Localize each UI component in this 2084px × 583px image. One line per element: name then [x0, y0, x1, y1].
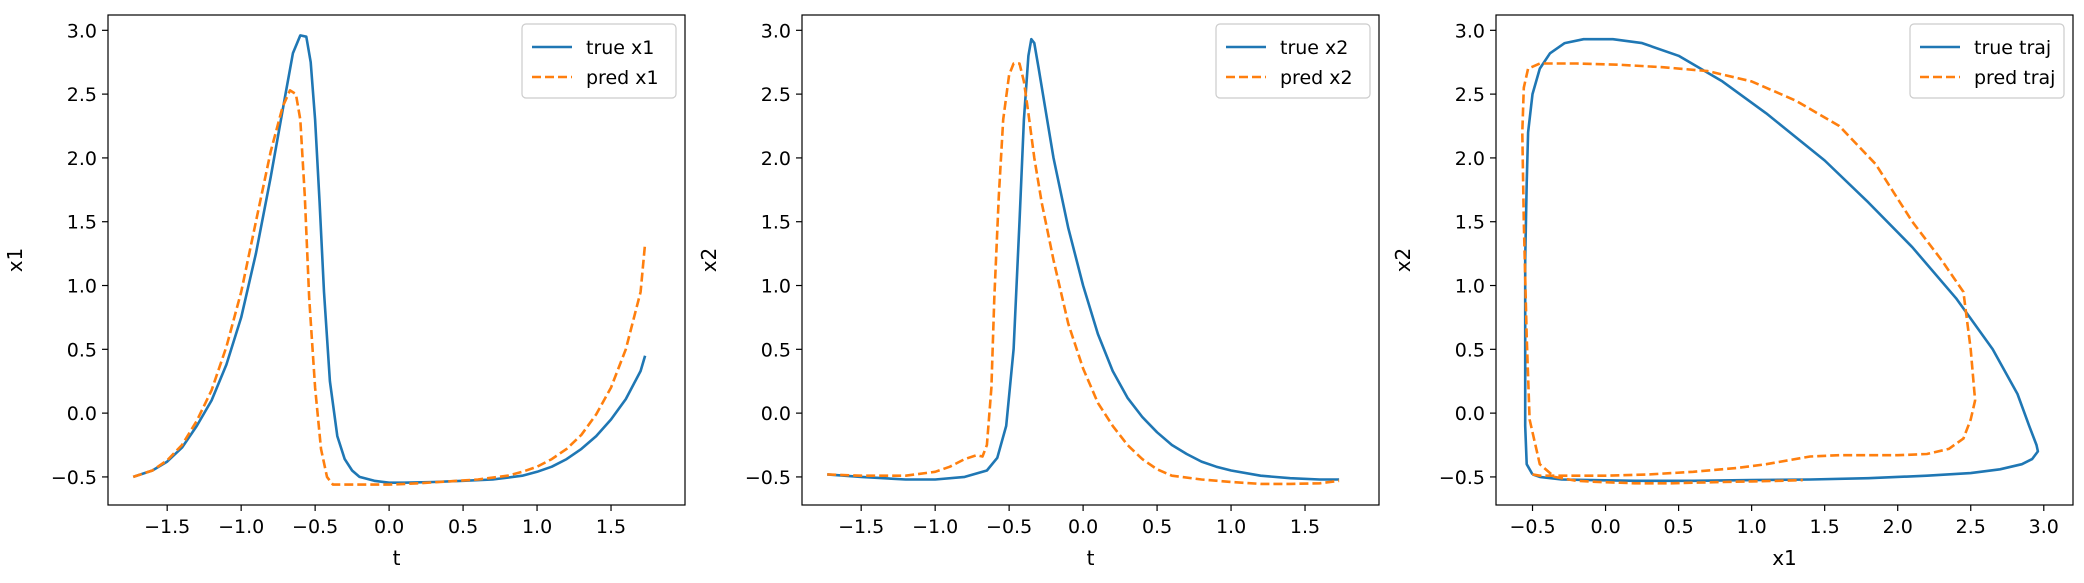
x-tick-label: 0.0	[374, 516, 404, 538]
x-tick-label: 0.5	[1663, 516, 1693, 538]
y-tick-label: 3.0	[1455, 20, 1485, 42]
legend-label: true x1	[586, 37, 654, 59]
y-tick-label: 0.0	[1455, 403, 1485, 425]
series-line-true-x1	[132, 34, 647, 485]
y-tick-label: 1.0	[1455, 276, 1485, 298]
y-tick-label: 3.0	[67, 20, 97, 42]
x-axis-label: t	[1087, 546, 1095, 570]
axes-frame	[801, 14, 1380, 506]
x-tick-label: −1.5	[144, 516, 190, 538]
y-tick-label: −0.5	[1439, 467, 1485, 489]
x-tick-label: 0.5	[1142, 516, 1172, 538]
legend-box	[1215, 23, 1371, 99]
y-tick-label: 1.5	[67, 212, 97, 234]
y-axis-label: x1	[3, 248, 27, 273]
y-tick-label: 1.0	[67, 276, 97, 298]
x-tick-label: 2.0	[1883, 516, 1913, 538]
x-tick-label: 1.0	[522, 516, 552, 538]
legend: true traj pred traj	[1909, 23, 2065, 99]
y-tick-label: 2.5	[1455, 84, 1485, 106]
subplot-x1-vs-t: −1.5 −1.0 −0.5 0.0 0.5 1.0 1.5 −0.5 0.0 0.5 1.0 1.5…	[3, 14, 686, 570]
y-tick-label: 0.5	[761, 339, 791, 361]
x-tick-label: 2.5	[1956, 516, 1986, 538]
y-tick-label: −0.5	[51, 467, 97, 489]
y-tick-label: 2.5	[67, 84, 97, 106]
legend-box	[1909, 23, 2065, 99]
x-tick-label: 0.5	[448, 516, 478, 538]
x-tick-label: 1.0	[1737, 516, 1767, 538]
y-tick-label: 1.5	[1455, 212, 1485, 234]
y-tick-label: −0.5	[745, 467, 791, 489]
y-tick-label: 2.0	[1455, 148, 1485, 170]
series-line-true-x2	[827, 37, 1340, 481]
y-tick-label: 3.0	[761, 20, 791, 42]
series-line-pred-x1	[132, 89, 647, 486]
series-line-pred-traj	[1521, 62, 1977, 485]
x-tick-label: −0.5	[986, 516, 1032, 538]
y-tick-label: 2.5	[761, 84, 791, 106]
legend-label: true traj	[1974, 37, 2051, 59]
legend-label: pred x2	[1280, 67, 1353, 89]
x-tick-label: 1.5	[1290, 516, 1320, 538]
axes-frame	[107, 14, 686, 506]
y-tick-label: 1.0	[761, 276, 791, 298]
x-tick-label: 1.0	[1216, 516, 1246, 538]
legend-label: true x2	[1280, 37, 1348, 59]
x-tick-label: 3.0	[2029, 516, 2059, 538]
x-axis-label: t	[393, 546, 401, 570]
y-tick-label: 0.5	[1455, 339, 1485, 361]
x-tick-label: −0.5	[1509, 516, 1555, 538]
x-tick-label: −1.0	[218, 516, 264, 538]
x-axis-label: x1	[1772, 546, 1797, 570]
x-tick-label: 0.0	[1590, 516, 1620, 538]
legend-label: pred x1	[586, 67, 659, 89]
y-tick-label: 1.5	[761, 212, 791, 234]
y-tick-label: 0.5	[67, 339, 97, 361]
y-tick-label: 2.0	[67, 148, 97, 170]
subplot-x2-vs-t: −1.5 −1.0 −0.5 0.0 0.5 1.0 1.5 −0.5 0.0 0.5 1.0 1.5…	[697, 14, 1380, 570]
subplot-phase-trajectory: −0.5 0.0 0.5 1.0 1.5 2.0 2.5 3.0 −0.5 0.0 0.5 1.0 1.…	[1391, 14, 2074, 570]
axes-frame	[1495, 14, 2074, 506]
legend-box	[521, 23, 677, 99]
legend: true x1 pred x1	[521, 23, 677, 99]
x-tick-label: 1.5	[1810, 516, 1840, 538]
x-tick-label: 1.5	[596, 516, 626, 538]
x-tick-label: −0.5	[292, 516, 338, 538]
y-tick-label: 2.0	[761, 148, 791, 170]
legend: true x2 pred x2	[1215, 23, 1371, 99]
x-tick-label: 0.0	[1068, 516, 1098, 538]
y-tick-label: 0.0	[761, 403, 791, 425]
y-axis-label: x2	[1391, 248, 1415, 273]
series-line-true-traj	[1523, 37, 2040, 483]
y-tick-label: 0.0	[67, 403, 97, 425]
legend-label: pred traj	[1974, 67, 2055, 89]
series-line-pred-x2	[827, 62, 1340, 486]
y-axis-label: x2	[697, 248, 721, 273]
x-tick-label: −1.5	[838, 516, 884, 538]
x-tick-label: −1.0	[912, 516, 958, 538]
